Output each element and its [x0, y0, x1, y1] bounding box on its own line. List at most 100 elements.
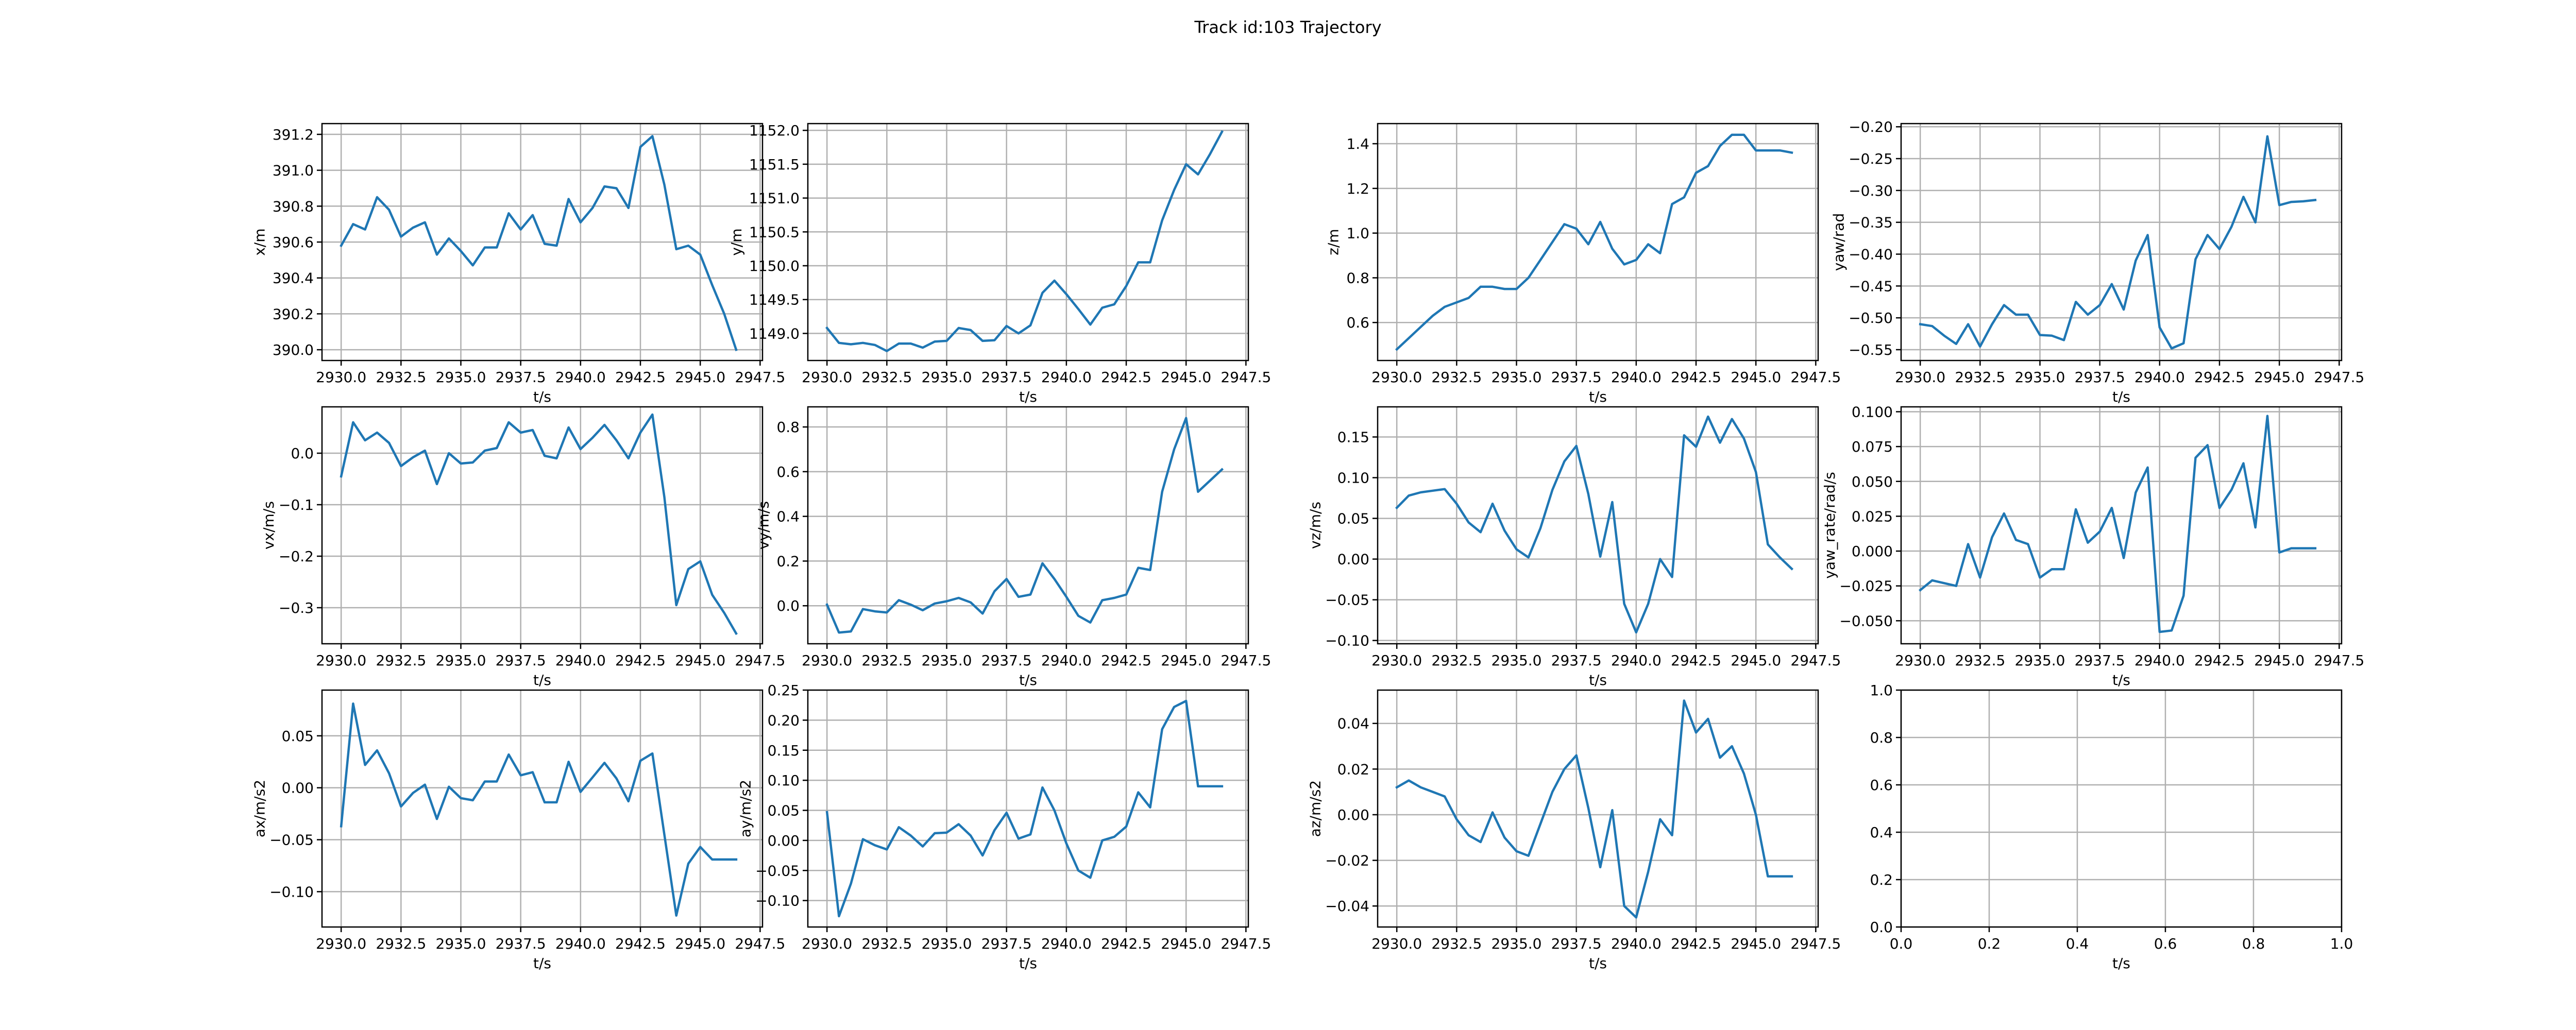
y-axis-label: y/m	[728, 228, 745, 255]
axes-frame	[807, 406, 1249, 645]
x-tick-label: 2945.0	[675, 652, 725, 669]
x-tick-label: 2945.0	[675, 935, 725, 952]
series-line	[1395, 699, 1793, 919]
x-tick-label: 2930.0	[316, 652, 366, 669]
x-tick-label: 2932.5	[1431, 652, 1482, 669]
x-tick-label: 2947.5	[1221, 652, 1271, 669]
x-tick-label: 1.0	[2330, 935, 2353, 952]
axes-frame	[321, 689, 764, 928]
axes-frame	[1377, 689, 1819, 928]
subplot-4: 2930.0 2932.5 2935.0 2937.5 2940.0 2942.5 2945…	[1831, 118, 2365, 405]
y-tick-label: 0.4	[776, 508, 800, 525]
figure-title: Track id:103 Trajectory	[1194, 18, 1381, 37]
y-tick-label: 390.2	[273, 305, 314, 322]
x-axis-label: t/s	[1589, 388, 1607, 405]
subplot-7: 2930.0 2932.5 2935.0 2937.5 2940.0 2942.5 2945…	[1307, 406, 1841, 689]
x-tick-label: 2940.0	[2134, 652, 2185, 669]
y-tick-label: 391.0	[273, 162, 314, 179]
x-tick-label: 2942.5	[615, 369, 666, 386]
y-tick-label: 0.00	[282, 780, 314, 797]
y-axis-label: vy/m/s	[755, 501, 772, 550]
y-tick-label: −0.20	[1849, 118, 1893, 135]
y-tick-label: −0.050	[1839, 612, 1893, 629]
subplot-2: 2930.0 2932.5 2935.0 2937.5 2940.0 2942.5 2945…	[728, 122, 1271, 405]
x-tick-label: 0.2	[1978, 935, 2001, 952]
axes-frame	[807, 689, 1249, 928]
y-tick-label: 0.10	[1337, 470, 1369, 487]
y-tick-label: 1149.5	[749, 291, 800, 308]
y-tick-label: 1.2	[1346, 180, 1369, 197]
subplot-10: 2930.0 2932.5 2935.0 2937.5 2940.0 2942.5 2945…	[737, 682, 1272, 972]
x-tick-label: 2940.0	[555, 369, 606, 386]
x-tick-label: 2932.5	[861, 369, 912, 386]
x-tick-label: 2930.0	[802, 935, 852, 952]
x-tick-label: 2940.0	[1611, 369, 1662, 386]
y-tick-label: 0.000	[1852, 543, 1893, 560]
y-tick-label: −0.025	[1839, 578, 1893, 595]
y-tick-label: −0.30	[1849, 182, 1893, 199]
x-tick-label: 2937.5	[1551, 935, 1602, 952]
y-tick-label: −0.35	[1849, 214, 1893, 231]
x-tick-label: 2937.5	[981, 369, 1032, 386]
y-tick-label: 0.025	[1852, 508, 1893, 525]
x-tick-label: 2947.5	[735, 652, 785, 669]
y-tick-label: −0.25	[1849, 150, 1893, 167]
subplot-3: 2930.0 2932.5 2935.0 2937.5 2940.0 2942.5 2945…	[1325, 123, 1841, 405]
y-tick-label: −0.04	[1325, 898, 1369, 915]
x-tick-label: 2945.0	[1731, 652, 1781, 669]
x-tick-label: 2945.0	[2254, 369, 2304, 386]
y-tick-label: 0.02	[1337, 761, 1369, 778]
y-tick-label: 1150.5	[749, 224, 800, 241]
x-axis-label: t/s	[1019, 955, 1037, 972]
x-tick-label: 2940.0	[555, 652, 606, 669]
x-tick-label: 2935.0	[2015, 652, 2065, 669]
y-tick-label: 0.00	[1337, 806, 1369, 823]
y-axis-label: az/m/s2	[1307, 780, 1324, 837]
y-tick-label: 0.050	[1852, 473, 1893, 490]
y-axis-label: vx/m/s	[260, 501, 277, 550]
subplot-5: 2930.0 2932.5 2935.0 2937.5 2940.0 2942.5 2945…	[260, 406, 785, 689]
y-tick-label: 0.100	[1852, 403, 1893, 420]
x-tick-label: 2935.0	[1492, 369, 1542, 386]
x-tick-label: 2947.5	[1790, 369, 1841, 386]
x-tick-label: 2937.5	[496, 369, 546, 386]
y-tick-label: 0.8	[1346, 269, 1369, 286]
y-tick-label: −0.40	[1849, 246, 1893, 263]
axes-frame	[321, 123, 764, 362]
subplot-11: 2930.0 2932.5 2935.0 2937.5 2940.0 2942.5 2945…	[1307, 689, 1841, 972]
y-tick-label: 1150.0	[749, 258, 800, 274]
series-line	[1919, 415, 2317, 633]
y-tick-label: −0.55	[1849, 341, 1893, 358]
x-tick-label: 2930.0	[316, 935, 366, 952]
y-axis-label: vz/m/s	[1307, 502, 1324, 549]
x-tick-label: 2932.5	[1431, 935, 1482, 952]
x-tick-label: 2930.0	[1895, 369, 1945, 386]
x-tick-label: 2937.5	[496, 652, 546, 669]
x-axis-label: t/s	[533, 388, 551, 405]
y-tick-label: 0.4	[1870, 824, 1893, 841]
x-tick-label: 2947.5	[2314, 652, 2364, 669]
x-tick-label: 2942.5	[1671, 935, 1721, 952]
series-line	[825, 699, 1224, 918]
x-tick-label: 2945.0	[1731, 369, 1781, 386]
y-tick-label: 0.15	[768, 742, 800, 759]
y-tick-label: 0.05	[768, 802, 800, 819]
y-tick-label: 391.2	[273, 126, 314, 143]
y-tick-label: 0.6	[1870, 777, 1893, 794]
x-axis-label: t/s	[533, 672, 551, 689]
x-tick-label: 2945.0	[2254, 652, 2304, 669]
x-tick-label: 2942.5	[615, 652, 666, 669]
y-tick-label: 0.6	[776, 464, 800, 480]
y-tick-label: 0.8	[1870, 729, 1893, 746]
series-line	[340, 135, 738, 351]
axes-frame	[1900, 689, 2343, 928]
y-tick-label: 390.8	[273, 198, 314, 215]
y-tick-label: 0.25	[768, 682, 800, 699]
x-axis-label: t/s	[1019, 388, 1037, 405]
series-line	[1395, 415, 1794, 634]
x-tick-label: 2935.0	[922, 652, 972, 669]
x-axis-label: t/s	[1589, 672, 1607, 689]
x-tick-label: 2930.0	[802, 369, 852, 386]
x-tick-label: 2945.0	[675, 369, 725, 386]
